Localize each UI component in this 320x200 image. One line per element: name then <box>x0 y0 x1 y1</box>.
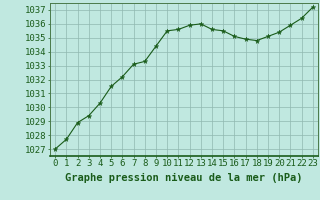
X-axis label: Graphe pression niveau de la mer (hPa): Graphe pression niveau de la mer (hPa) <box>65 173 303 183</box>
